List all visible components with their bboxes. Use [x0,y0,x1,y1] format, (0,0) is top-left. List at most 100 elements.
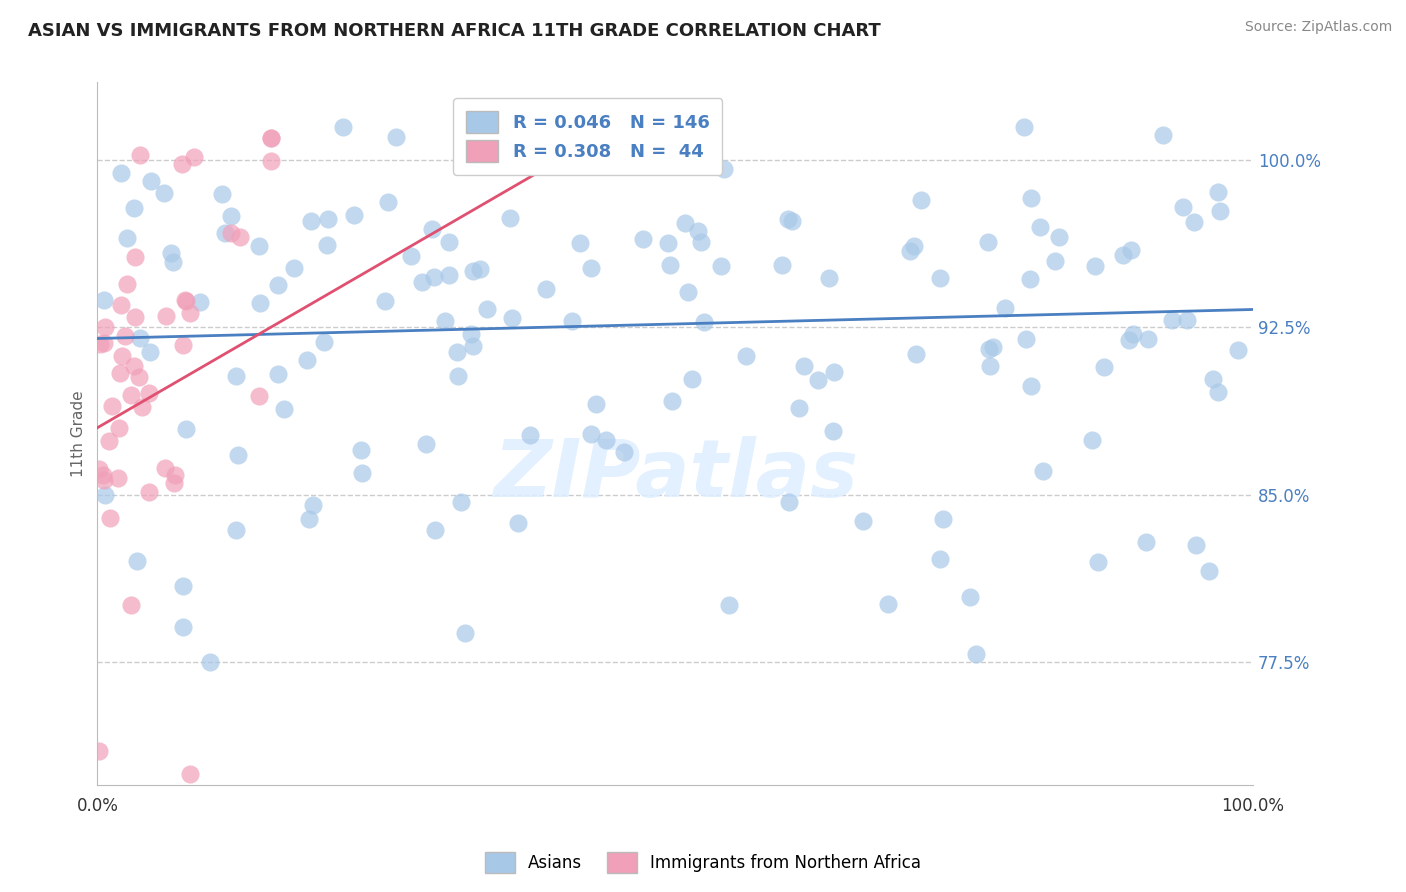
Point [1182,214,1205,228]
Point [561,313,583,327]
Point [138,386,160,401]
Point [1175,313,1198,327]
Point [163,468,186,483]
Point [131,400,153,414]
Point [793,359,815,373]
Point [110,166,132,180]
Point [176,421,198,435]
Point [108,367,131,381]
Point [806,373,828,387]
Point [498,211,520,226]
Point [631,232,654,246]
Point [163,475,186,490]
Point [1152,128,1174,142]
Point [110,298,132,312]
Point [1185,538,1208,552]
Point [1206,186,1229,200]
Point [581,427,603,442]
Point [93,293,115,308]
Text: Source: ZipAtlas.com: Source: ZipAtlas.com [1244,20,1392,34]
Point [1032,464,1054,478]
Point [463,339,485,353]
Point [823,365,845,379]
Point [129,148,152,162]
Point [928,552,950,566]
Point [692,315,714,329]
Point [461,263,484,277]
Point [128,370,150,384]
Point [214,226,236,240]
Point [718,598,741,612]
Point [778,211,800,226]
Point [1081,433,1104,447]
Point [98,434,121,449]
Point [101,400,124,414]
Point [501,310,523,325]
Point [377,195,399,210]
Point [153,460,176,475]
Point [439,235,461,249]
Point [929,271,952,285]
Point [1121,244,1143,258]
Point [903,239,925,253]
Point [124,250,146,264]
Point [1084,259,1107,273]
Point [509,154,531,169]
Point [211,187,233,202]
Point [107,471,129,485]
Point [1206,385,1229,400]
Point [91,468,114,483]
Point [434,313,457,327]
Point [673,216,696,230]
Point [219,209,242,223]
Point [127,554,149,568]
Point [249,296,271,310]
Point [1047,230,1070,244]
Point [332,120,354,134]
Point [661,394,683,409]
Point [1171,201,1194,215]
Legend: R = 0.046   N = 146, R = 0.308   N =  44: R = 0.046 N = 146, R = 0.308 N = 44 [453,98,723,175]
Y-axis label: 11th Grade: 11th Grade [72,390,86,476]
Point [688,224,710,238]
Point [174,293,197,307]
Point [568,236,591,251]
Point [179,306,201,320]
Point [350,442,373,457]
Point [174,294,197,309]
Point [316,238,339,252]
Point [1209,204,1232,219]
Point [446,344,468,359]
Point [120,387,142,401]
Point [247,388,270,402]
Point [585,397,607,411]
Point [153,186,176,201]
Point [898,244,921,258]
Point [1137,331,1160,345]
Point [399,249,422,263]
Point [877,597,900,611]
Point [115,231,138,245]
Point [200,655,222,669]
Point [780,214,803,228]
Point [1028,219,1050,234]
Point [932,512,955,526]
Point [115,277,138,291]
Point [260,130,283,145]
Point [260,153,283,168]
Point [423,523,446,537]
Point [183,150,205,164]
Point [579,261,602,276]
Point [299,214,322,228]
Point [676,285,699,299]
Point [977,342,1000,356]
Point [273,401,295,416]
Point [219,227,242,241]
Point [411,275,433,289]
Point [138,485,160,500]
Point [129,331,152,345]
Point [1019,272,1042,286]
Point [1021,379,1043,393]
Point [959,591,981,605]
Point [94,488,117,502]
